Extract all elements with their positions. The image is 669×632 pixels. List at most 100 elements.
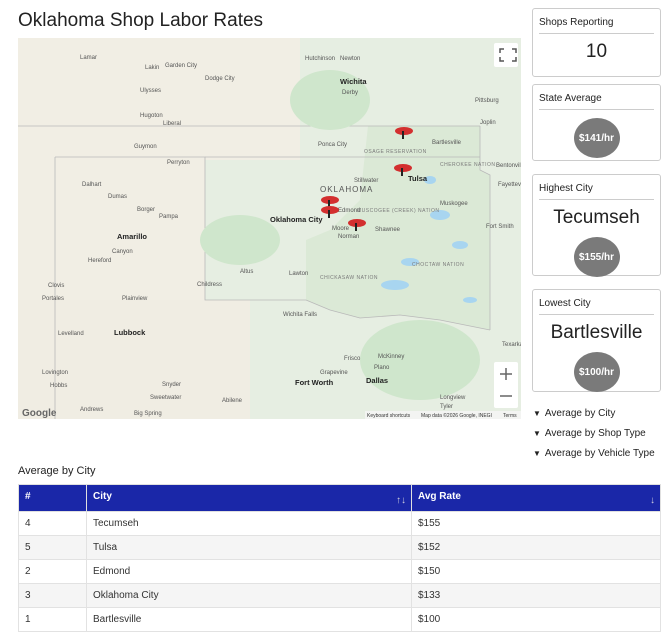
- map-place-label: Dumas: [108, 194, 127, 200]
- map-place-label: Bartlesville: [432, 140, 462, 146]
- map-place-label: Norman: [338, 234, 359, 240]
- map-place-label: Liberal: [163, 121, 181, 127]
- map-place-label: Hereford: [88, 258, 111, 264]
- map-place-label: Hobbs: [50, 383, 67, 389]
- card-value: Bartlesville: [550, 322, 643, 343]
- map-place-label: Clovis: [48, 283, 64, 289]
- table-cell: 4: [18, 511, 87, 536]
- table-cell: $152: [411, 535, 661, 560]
- map-place-label: Amarillo: [117, 232, 147, 241]
- map-place-label: Lubbock: [114, 328, 146, 337]
- table-row: 3 Oklahoma City $133: [18, 583, 661, 608]
- map-place-label: Bentonville: [496, 163, 521, 169]
- card-title: Shops Reporting: [539, 17, 654, 34]
- map-logo: Google: [22, 408, 57, 419]
- map-state-label: OKLAHOMA: [320, 185, 373, 194]
- table-cell: $133: [411, 583, 661, 608]
- card-title: Highest City: [539, 183, 654, 200]
- map-place-label: Wichita Falls: [283, 312, 317, 318]
- map-place-label: Fort Worth: [295, 378, 334, 387]
- section-toggle[interactable]: Average by Vehicle Type: [533, 448, 655, 459]
- map-place-label: Borger: [137, 207, 155, 213]
- map-footer-link[interactable]: Keyboard shortcuts: [367, 413, 411, 419]
- map[interactable]: Lamar Lakin Garden City Dodge City Hutchinso…: [18, 38, 521, 419]
- map-land: [18, 38, 300, 300]
- column-header[interactable]: City: [86, 484, 412, 512]
- section-toggle[interactable]: Average by Shop Type: [533, 428, 646, 439]
- map-place-label: Hutchinson: [305, 56, 335, 62]
- map-place-label: Moore: [332, 226, 350, 232]
- map-place-label: Lovington: [42, 370, 68, 376]
- map-place-label: Newton: [340, 56, 360, 62]
- zoom-controls[interactable]: [494, 362, 518, 408]
- map-place-label: Guymon: [134, 144, 157, 150]
- map-place-label: Dalhart: [82, 182, 102, 188]
- map-footer-text: Map data ©2026 Google, INEGI: [421, 412, 492, 419]
- map-place-label: Derby: [342, 90, 358, 96]
- page-title: Oklahoma Shop Labor Rates: [18, 10, 264, 31]
- table-row: 5 Tulsa $152: [18, 535, 661, 560]
- map-marker[interactable]: [394, 164, 412, 176]
- map-region-label: CHICKASAW NATION: [320, 275, 378, 281]
- table-title: Average by City: [18, 465, 96, 477]
- map-place-label: Pittsburg: [475, 98, 499, 104]
- stat-card: Highest City Tecumseh $155/hr: [532, 174, 661, 277]
- map-marker[interactable]: [321, 206, 339, 218]
- fullscreen-button[interactable]: [494, 43, 518, 67]
- table-cell: Edmond: [86, 559, 412, 584]
- map-place-label: Ponca City: [318, 142, 347, 148]
- map-region-label: CHOCTAW NATION: [412, 262, 464, 268]
- map-place-label: McKinney: [378, 354, 404, 360]
- map-marker[interactable]: [348, 219, 366, 231]
- map-borders: [18, 125, 491, 419]
- map-place-label: Levelland: [58, 331, 84, 337]
- map-place-label: Dallas: [366, 376, 388, 385]
- section-toggle[interactable]: Average by City: [533, 408, 615, 419]
- table-cell: 5: [18, 535, 87, 560]
- map-place-label: Frisco: [344, 356, 361, 362]
- map-footer-link[interactable]: Terms: [503, 413, 517, 419]
- stat-card: Lowest City Bartlesville $100/hr: [532, 289, 661, 392]
- map-place-label: Big Spring: [134, 411, 162, 417]
- table-row: 4 Tecumseh $155: [18, 511, 661, 536]
- map-place-label: Tyler: [440, 404, 453, 410]
- card-value: 10: [585, 41, 608, 62]
- map-place-label: Lamar: [80, 55, 97, 61]
- map-place-label: Abilene: [222, 398, 243, 404]
- map-place-label: Childress: [197, 282, 222, 288]
- map-place-label: Edmond: [338, 208, 360, 214]
- map-place-label: Texarkana: [502, 342, 521, 348]
- stat-card: Shops Reporting 10: [532, 8, 661, 77]
- map-land: [18, 300, 250, 419]
- map-place-label: Oklahoma City: [270, 215, 323, 224]
- city-table: # City Avg Rate 4Tecumseh$1555Tulsa$1522…: [18, 484, 661, 632]
- map-place-label: Fayetteville: [498, 182, 521, 188]
- column-header[interactable]: #: [18, 484, 87, 512]
- table-row: 1 Bartlesville $100: [18, 607, 661, 632]
- card-badge: $141/hr: [573, 118, 620, 158]
- table-cell: 3: [18, 583, 87, 608]
- map-place-label: Lawton: [289, 271, 308, 277]
- table-cell: Bartlesville: [86, 607, 412, 632]
- map-place-label: Plano: [374, 365, 390, 371]
- map-place-label: Stillwater: [354, 178, 378, 184]
- map-marker[interactable]: [321, 196, 339, 208]
- map-place-label: Plainview: [122, 296, 148, 302]
- table-cell: 1: [18, 607, 87, 632]
- map-place-label: Lakin: [145, 65, 159, 71]
- map-region: [306, 126, 490, 330]
- map-place-label: Tulsa: [408, 174, 428, 183]
- map-place-label: Portales: [42, 296, 64, 302]
- card-badge: $100/hr: [573, 352, 620, 392]
- table-cell: Tecumseh: [86, 511, 412, 536]
- map-footer-bg: [365, 411, 521, 419]
- map-marker[interactable]: [395, 127, 413, 139]
- map-place-label: Muskogee: [440, 201, 468, 207]
- map-region-label: MUSCOGEE (CREEK) NATION: [357, 208, 440, 214]
- map-place-label: Longview: [440, 395, 466, 401]
- map-place-label: Andrews: [80, 407, 103, 413]
- table-cell: $100: [411, 607, 661, 632]
- table-cell: Tulsa: [86, 535, 412, 560]
- column-header[interactable]: Avg Rate: [411, 484, 661, 512]
